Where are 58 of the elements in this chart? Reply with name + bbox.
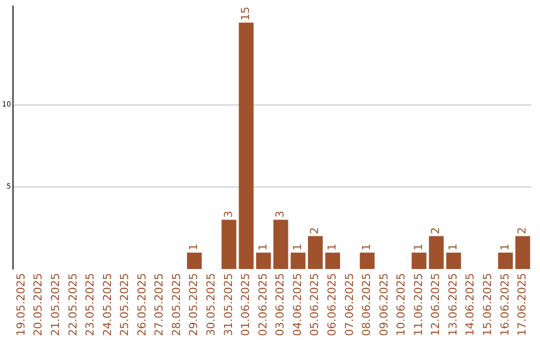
data-label: 1: [446, 244, 460, 251]
x-tick-label: 13.06.2025: [446, 273, 460, 336]
x-tick-label: 08.06.2025: [360, 273, 374, 336]
bar: [412, 252, 426, 270]
x-tick-label: 26.05.2025: [135, 273, 148, 336]
data-label: 1: [498, 244, 512, 251]
bar: [186, 252, 202, 270]
x-tick-label: 10.06.2025: [394, 273, 408, 336]
x-tick-label: 06.06.2025: [325, 273, 338, 336]
bar: [256, 252, 271, 270]
bar: [238, 22, 254, 270]
x-tick-label: 02.06.2025: [256, 273, 270, 336]
bar: [325, 252, 340, 270]
data-label: 1: [256, 244, 270, 251]
x-tick-label: 28.05.2025: [170, 273, 183, 336]
bar: [308, 236, 323, 270]
bar: [446, 252, 461, 270]
x-tick-label: 25.05.2025: [118, 273, 132, 336]
bar: [222, 220, 236, 270]
x-tick-label: 01.06.2025: [239, 273, 252, 336]
bar: [290, 252, 306, 270]
data-label: 1: [187, 244, 200, 251]
x-tick-label: 21.05.2025: [48, 273, 62, 336]
data-label: 2: [308, 227, 322, 234]
data-label: 3: [274, 210, 287, 218]
data-label: 3: [222, 210, 235, 218]
x-tick-label: 14.06.2025: [464, 273, 477, 336]
x-tick-label: 12.06.2025: [429, 273, 442, 336]
x-tick-label: 29.05.2025: [187, 273, 200, 336]
x-tick-label: 19.05.2025: [14, 273, 28, 336]
data-label: 1: [325, 244, 338, 251]
data-label: 2: [429, 227, 442, 234]
data-label: 1: [290, 244, 304, 251]
x-tick-label: 30.05.2025: [204, 273, 218, 336]
x-tick-label: 04.06.2025: [290, 273, 304, 336]
x-tick-label: 11.06.2025: [412, 273, 425, 336]
x-tick-label: 05.06.2025: [308, 273, 322, 336]
data-label: 15: [239, 6, 252, 21]
x-tick-label: 16.06.2025: [498, 273, 512, 336]
x-tick-label: 09.06.2025: [377, 273, 390, 336]
x-tick-label: 27.05.2025: [152, 273, 166, 336]
x-tick-label: 23.05.2025: [84, 273, 97, 336]
bar: [360, 252, 375, 270]
x-tick-label: 17.06.2025: [516, 273, 529, 336]
x-tick-label: 22.05.2025: [66, 273, 80, 336]
data-label: 1: [412, 244, 425, 251]
x-tick-label: 03.06.2025: [274, 273, 287, 336]
data-label: 1: [360, 244, 374, 251]
x-tick-label: 20.05.2025: [32, 273, 45, 336]
x-tick-label: 07.06.2025: [342, 273, 356, 336]
bar: [498, 252, 513, 270]
bar: [273, 220, 288, 270]
x-tick-label: 31.05.2025: [222, 273, 235, 336]
x-tick-label: 24.05.2025: [100, 273, 114, 336]
bar: [428, 236, 444, 270]
data-label: 2: [516, 227, 529, 234]
x-tick-label: 15.06.2025: [481, 273, 494, 336]
bar: [515, 236, 530, 270]
